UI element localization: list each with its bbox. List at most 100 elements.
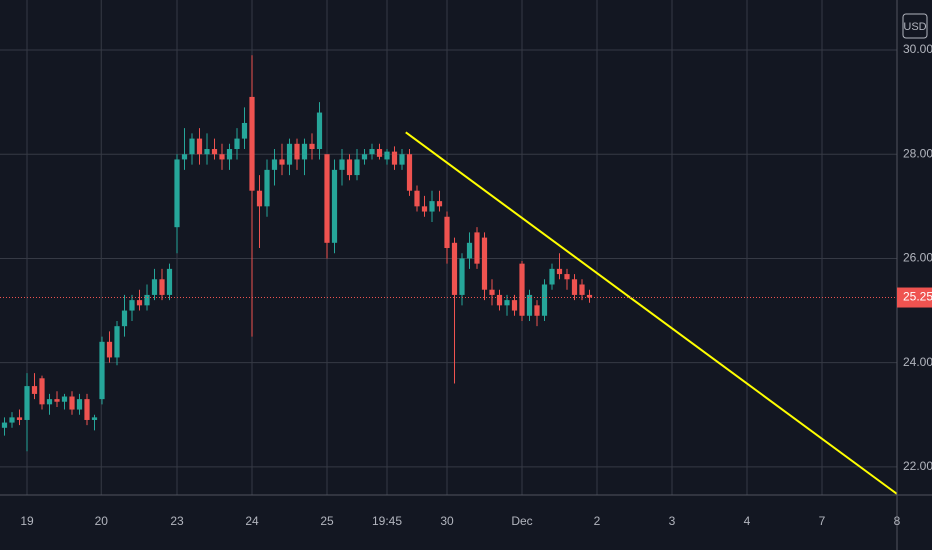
candle-body xyxy=(541,284,548,316)
candle-body xyxy=(1,422,8,428)
candle-body xyxy=(324,154,330,243)
candle-body xyxy=(264,169,270,207)
overlay xyxy=(0,131,898,495)
candle-body xyxy=(391,151,398,165)
candle-body xyxy=(489,289,495,295)
candle-body xyxy=(534,305,540,316)
candle-body xyxy=(519,263,525,316)
candle-body xyxy=(204,149,210,155)
candle-body xyxy=(144,294,150,306)
candle-body xyxy=(376,149,383,157)
candle-body xyxy=(106,341,113,358)
candle-body xyxy=(579,284,585,295)
candle-body xyxy=(61,396,68,402)
candle-body xyxy=(444,216,450,249)
candle-body xyxy=(136,300,143,306)
x-tick-label: 19 xyxy=(20,514,34,528)
y-tick-label: 22.00 xyxy=(903,459,932,473)
candle-body xyxy=(294,143,300,160)
candle-body xyxy=(556,268,563,275)
candle-body xyxy=(91,417,98,420)
x-tick-label: 30 xyxy=(440,514,454,528)
candle-body xyxy=(84,399,90,420)
x-tick-label: 7 xyxy=(819,514,826,528)
candle-body xyxy=(399,154,405,165)
candle-body xyxy=(256,190,263,207)
x-tick-label: 25 xyxy=(320,514,334,528)
candle-body xyxy=(279,159,285,165)
x-tick-label: 3 xyxy=(669,514,676,528)
x-tick-label: 2 xyxy=(594,514,601,528)
candle-body xyxy=(189,138,195,155)
y-tick-label: 24.00 xyxy=(903,355,932,369)
candle-body xyxy=(99,341,105,400)
y-tick-label: 28.00 xyxy=(903,146,932,160)
candle-body xyxy=(196,138,203,155)
candle-body xyxy=(331,169,338,243)
candle-body xyxy=(549,268,555,285)
candle-body xyxy=(586,294,593,298)
candle-body xyxy=(76,399,83,410)
candle-body xyxy=(406,154,413,191)
candle-body xyxy=(564,274,570,280)
candle-body xyxy=(159,279,165,295)
candle-body xyxy=(39,378,45,405)
candle-body xyxy=(459,258,465,295)
candle-body xyxy=(151,279,158,295)
candle-body xyxy=(211,149,218,155)
y-tick-label: 26.00 xyxy=(903,251,932,265)
candle-body xyxy=(219,154,225,160)
candle-body xyxy=(481,237,488,290)
candle-body xyxy=(414,190,420,207)
candle-body xyxy=(451,242,458,295)
candle-body xyxy=(54,399,60,402)
candle-body xyxy=(511,300,518,311)
x-tick-label: Dec xyxy=(511,514,532,528)
candle-body xyxy=(9,417,15,423)
y-tick-label: 30.00 xyxy=(903,42,932,56)
candle-body xyxy=(234,138,240,150)
candle-body xyxy=(24,386,30,420)
candles xyxy=(1,55,593,452)
x-tick-label: 20 xyxy=(95,514,109,528)
candle-body xyxy=(571,279,578,295)
candle-body xyxy=(316,112,323,150)
candle-body xyxy=(474,232,480,264)
candle-body xyxy=(226,149,233,160)
candle-body xyxy=(504,300,510,306)
candle-body xyxy=(369,149,375,155)
trendline xyxy=(405,131,898,495)
candle-body xyxy=(121,310,128,327)
candle-body xyxy=(346,159,353,176)
candle-body xyxy=(129,300,135,311)
x-tick-label: 24 xyxy=(245,514,259,528)
candle-body xyxy=(526,294,533,316)
candle-body xyxy=(46,399,53,405)
candle-body xyxy=(286,143,293,165)
x-tick-label: 8 xyxy=(894,514,901,528)
candle-body xyxy=(301,143,308,160)
candle-body xyxy=(496,294,503,306)
candle-body xyxy=(384,151,390,160)
currency: USD xyxy=(903,21,926,33)
candle-body xyxy=(69,396,75,410)
candle-body xyxy=(309,143,315,150)
x-tick-label: 19:45 xyxy=(372,514,402,528)
candle-body xyxy=(436,201,443,207)
candle-body xyxy=(466,242,473,259)
x-tick-label: 4 xyxy=(744,514,751,528)
currency-box[interactable] xyxy=(902,13,928,39)
candle-body xyxy=(271,159,278,170)
candle-body xyxy=(181,154,188,160)
candle-body xyxy=(354,159,360,176)
x-tick-label: 23 xyxy=(170,514,184,528)
candle-body xyxy=(31,386,38,394)
candle-body xyxy=(166,268,173,295)
candle-body xyxy=(429,201,435,212)
candle-body xyxy=(421,206,428,212)
last-price-box xyxy=(897,287,932,308)
candle-body xyxy=(249,96,255,191)
last-price-label: 25.25 xyxy=(903,290,932,304)
